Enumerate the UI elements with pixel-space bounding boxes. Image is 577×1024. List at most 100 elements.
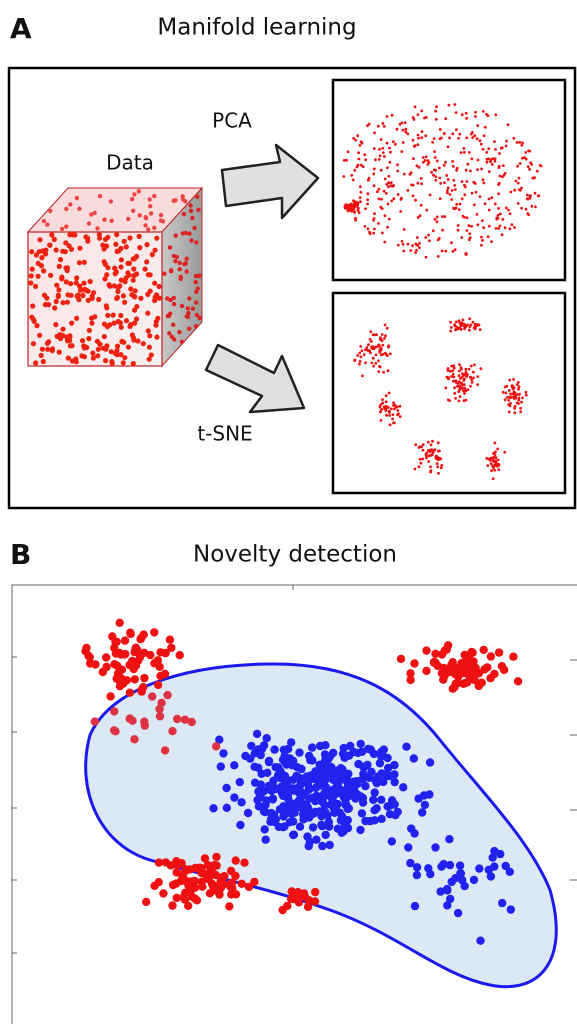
dot — [418, 808, 427, 817]
dot — [479, 645, 488, 655]
dot — [451, 369, 454, 373]
dot — [314, 776, 323, 786]
dot — [160, 669, 170, 679]
dot — [115, 288, 121, 295]
dot — [429, 465, 432, 469]
dot — [135, 338, 141, 344]
dot — [85, 297, 91, 303]
dot — [394, 142, 397, 146]
dot — [450, 198, 454, 201]
dot — [383, 407, 386, 410]
dot — [167, 643, 176, 652]
dot — [485, 112, 488, 116]
dot — [508, 227, 512, 231]
dot — [443, 215, 447, 219]
dot — [69, 232, 75, 238]
dot — [458, 132, 462, 136]
dot — [134, 304, 140, 310]
dot — [439, 136, 443, 140]
dot — [521, 396, 524, 400]
dot — [526, 165, 530, 169]
dot — [186, 887, 195, 897]
dot — [106, 692, 115, 701]
dot — [406, 189, 410, 192]
dot — [389, 181, 393, 185]
dot — [479, 367, 483, 371]
dot — [495, 464, 499, 468]
dot — [146, 344, 152, 350]
dot — [110, 312, 116, 318]
dot — [453, 324, 457, 328]
dot — [168, 901, 177, 910]
dot — [403, 121, 407, 125]
dot — [79, 353, 85, 359]
dot — [462, 147, 466, 150]
dot — [385, 115, 389, 118]
dot — [140, 721, 149, 730]
dot — [489, 456, 493, 460]
dot — [43, 247, 49, 253]
dot — [392, 197, 396, 201]
panel-label: A — [10, 12, 32, 45]
dot — [189, 238, 194, 243]
dot — [494, 227, 498, 230]
dot — [404, 127, 408, 131]
dot — [358, 196, 362, 200]
dot — [436, 465, 440, 469]
dot — [90, 717, 100, 726]
dot — [32, 283, 39, 289]
dot — [529, 161, 532, 165]
dot — [187, 296, 192, 301]
dot — [535, 169, 539, 173]
dot — [364, 207, 367, 211]
dot — [448, 399, 451, 402]
dot — [505, 396, 509, 399]
dot — [524, 207, 528, 211]
dot — [460, 180, 464, 184]
dot — [520, 400, 523, 404]
dot — [147, 288, 153, 294]
dot — [473, 203, 476, 207]
dot — [375, 333, 378, 336]
dot — [401, 128, 405, 132]
dot — [357, 157, 361, 161]
dot — [110, 660, 119, 669]
dot — [509, 190, 513, 194]
dot — [379, 138, 383, 141]
dot — [469, 323, 473, 327]
dot — [152, 247, 158, 253]
dot — [39, 255, 45, 261]
dot — [110, 707, 119, 716]
dot — [373, 227, 376, 231]
dot — [89, 295, 95, 301]
dot — [424, 255, 428, 259]
dot — [412, 870, 422, 880]
dot — [396, 169, 400, 173]
dot — [373, 167, 376, 171]
dot — [386, 202, 390, 206]
dot — [332, 769, 341, 779]
dot — [312, 835, 321, 844]
dot — [370, 346, 374, 350]
dot — [379, 419, 383, 422]
dot — [468, 648, 477, 657]
dot — [256, 787, 266, 796]
dot — [362, 353, 366, 356]
dot — [59, 226, 65, 232]
dot — [377, 359, 380, 363]
dot — [446, 178, 450, 181]
dot — [121, 339, 127, 345]
dot — [430, 453, 434, 457]
dot — [114, 295, 120, 302]
dot — [434, 457, 438, 460]
dot — [173, 259, 178, 264]
dot — [459, 381, 462, 385]
dot — [105, 312, 111, 318]
dot — [493, 202, 497, 206]
dot — [42, 251, 49, 257]
dot — [490, 669, 499, 679]
dot — [488, 853, 497, 862]
dot — [118, 277, 124, 283]
dot — [460, 324, 463, 327]
dot — [501, 390, 505, 394]
